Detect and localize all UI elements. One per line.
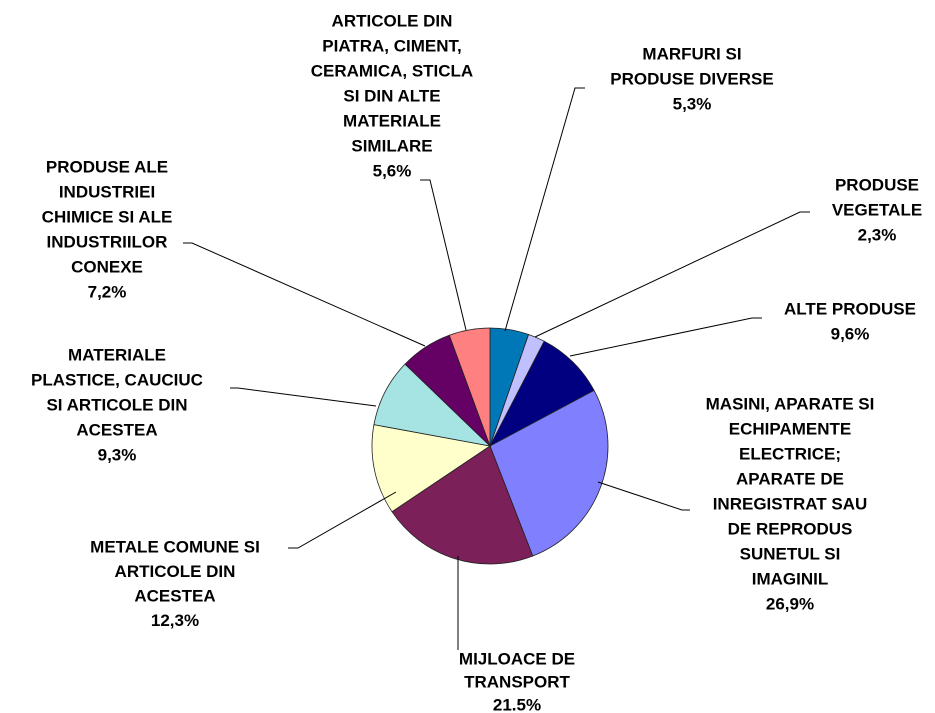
slice-label: IMAGINIL: [752, 569, 829, 588]
value-label: 5,3%: [673, 94, 712, 113]
value-label: 9,6%: [831, 324, 870, 343]
slice-label: ELECTRICE;: [739, 444, 841, 463]
slice-label: ARTICOLE DIN: [332, 11, 453, 30]
slice-label: ALTE PRODUSE: [784, 299, 916, 318]
slice-label: PRODUSE DIVERSE: [610, 69, 773, 88]
pie-slice: [391, 445, 534, 565]
leader-line: [183, 242, 426, 347]
slice-label: MASINI, APARATE SI: [706, 394, 875, 413]
value-label: 7,2%: [88, 282, 127, 301]
slice-label: DE REPRODUS: [728, 519, 853, 538]
value-label: 12,3%: [151, 611, 199, 630]
slice-label: ARTICOLE DIN: [115, 562, 236, 581]
slice-label: TRANSPORT: [464, 672, 570, 691]
slice-label: PRODUSE ALE: [46, 157, 168, 176]
slice-label: PRODUSE: [835, 175, 919, 194]
slice-label: MATERIALE: [343, 111, 441, 130]
pie-slice: [371, 424, 492, 513]
slice-label: INDUSTRIEI: [59, 182, 155, 201]
slice-label: MIJLOACE DE: [459, 649, 575, 668]
slice-label: VEGETALE: [832, 200, 922, 219]
slice-label: SUNETUL SI: [740, 544, 841, 563]
value-label: 9,3%: [98, 445, 137, 464]
slice-label: INREGISTRAT SAU: [713, 494, 868, 513]
slice-label: PLASTICE, CAUCIUC: [31, 370, 203, 389]
slice-label: ACESTEA: [76, 420, 157, 439]
slice-label: ECHIPAMENTE: [729, 419, 851, 438]
value-label: 26,9%: [766, 594, 814, 613]
slice-label: MARFURI SI: [642, 44, 741, 63]
slice-label: INDUSTRIILOR: [47, 232, 168, 251]
leader-line: [504, 87, 585, 332]
slice-label: METALE COMUNE SI: [90, 537, 260, 556]
slice-label: MATERIALE: [68, 345, 166, 364]
value-label: 2,3%: [858, 225, 897, 244]
leader-line: [597, 481, 690, 511]
leader-line: [230, 387, 377, 407]
leader-line: [534, 211, 810, 338]
slice-label: ACESTEA: [134, 586, 215, 605]
leader-line: [420, 179, 467, 331]
pie-slice: [489, 389, 609, 557]
leader-line: [288, 491, 397, 549]
slice-label: PIATRA, CIMENT,: [322, 36, 461, 55]
value-label: 21.5%: [493, 695, 541, 713]
slice-label: CONEXE: [71, 257, 143, 276]
slice-label: SI ARTICOLE DIN: [46, 395, 187, 414]
slice-label: CERAMICA, STICLA: [311, 61, 473, 80]
slice-label: SI DIN ALTE: [343, 86, 440, 105]
slice-label: APARATE DE: [736, 469, 844, 488]
value-label: 5,6%: [373, 161, 412, 180]
pie-slice: [448, 327, 491, 447]
slice-label: CHIMICE SI ALE: [42, 207, 173, 226]
leader-line: [569, 317, 762, 357]
slice-label: SIMILARE: [351, 136, 432, 155]
